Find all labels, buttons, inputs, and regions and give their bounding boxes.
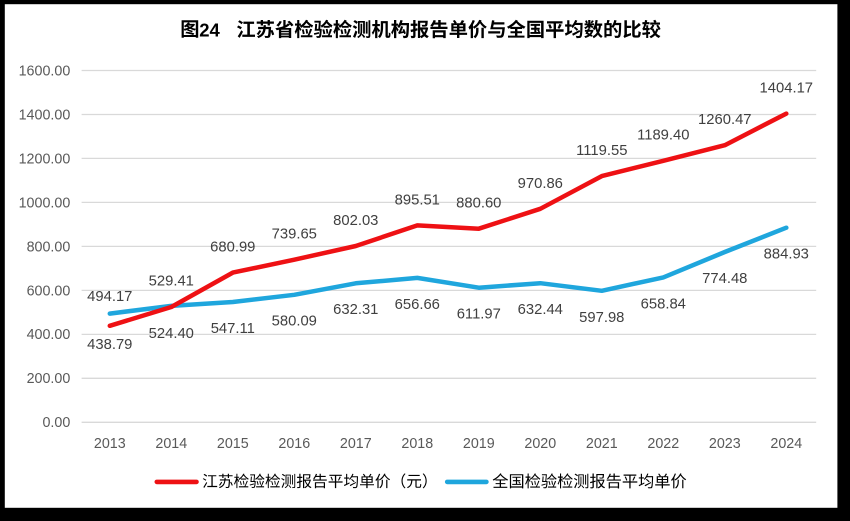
svg-text:680.99: 680.99 bbox=[210, 240, 255, 256]
svg-text:2024: 2024 bbox=[770, 436, 802, 452]
svg-text:632.31: 632.31 bbox=[333, 302, 378, 318]
svg-text:2015: 2015 bbox=[217, 436, 249, 452]
svg-text:438.79: 438.79 bbox=[87, 337, 132, 353]
svg-text:580.09: 580.09 bbox=[272, 314, 317, 330]
svg-text:24: 24 bbox=[199, 20, 220, 41]
svg-text:802.03: 802.03 bbox=[333, 213, 378, 229]
svg-text:494.17: 494.17 bbox=[87, 289, 132, 305]
svg-text:1000.00: 1000.00 bbox=[19, 195, 71, 211]
svg-text:597.98: 597.98 bbox=[579, 310, 624, 326]
svg-text:2017: 2017 bbox=[340, 436, 372, 452]
svg-text:1400.00: 1400.00 bbox=[19, 107, 71, 123]
svg-text:547.11: 547.11 bbox=[211, 321, 255, 337]
svg-text:774.48: 774.48 bbox=[702, 271, 747, 287]
svg-text:2016: 2016 bbox=[278, 436, 310, 452]
svg-text:1600.00: 1600.00 bbox=[19, 63, 71, 79]
svg-text:658.84: 658.84 bbox=[641, 296, 686, 312]
svg-text:1260.47: 1260.47 bbox=[698, 112, 752, 128]
svg-text:2021: 2021 bbox=[586, 436, 618, 452]
svg-text:200.00: 200.00 bbox=[27, 371, 71, 387]
svg-text:2018: 2018 bbox=[401, 436, 433, 452]
svg-text:524.40: 524.40 bbox=[149, 326, 194, 342]
svg-text:656.66: 656.66 bbox=[395, 297, 440, 313]
svg-text:2014: 2014 bbox=[155, 436, 187, 452]
svg-text:2023: 2023 bbox=[709, 436, 741, 452]
svg-text:800.00: 800.00 bbox=[27, 239, 71, 255]
svg-text:895.51: 895.51 bbox=[395, 192, 440, 208]
svg-text:884.93: 884.93 bbox=[764, 247, 809, 263]
svg-text:739.65: 739.65 bbox=[272, 227, 317, 243]
svg-text:2013: 2013 bbox=[94, 436, 126, 452]
svg-text:529.41: 529.41 bbox=[149, 274, 194, 290]
svg-text:2022: 2022 bbox=[647, 436, 679, 452]
svg-text:600.00: 600.00 bbox=[27, 283, 71, 299]
svg-text:632.44: 632.44 bbox=[518, 302, 563, 318]
svg-text:400.00: 400.00 bbox=[27, 327, 71, 343]
svg-text:2020: 2020 bbox=[524, 436, 556, 452]
svg-text:2019: 2019 bbox=[463, 436, 495, 452]
svg-text:1404.17: 1404.17 bbox=[760, 81, 814, 97]
svg-text:0.00: 0.00 bbox=[42, 415, 70, 431]
svg-text:1200.00: 1200.00 bbox=[19, 151, 71, 167]
svg-text:1119.55: 1119.55 bbox=[576, 143, 627, 159]
svg-text:970.86: 970.86 bbox=[518, 176, 563, 192]
svg-text:611.97: 611.97 bbox=[457, 307, 501, 323]
svg-text:1189.40: 1189.40 bbox=[637, 128, 689, 144]
svg-text:880.60: 880.60 bbox=[456, 196, 501, 212]
